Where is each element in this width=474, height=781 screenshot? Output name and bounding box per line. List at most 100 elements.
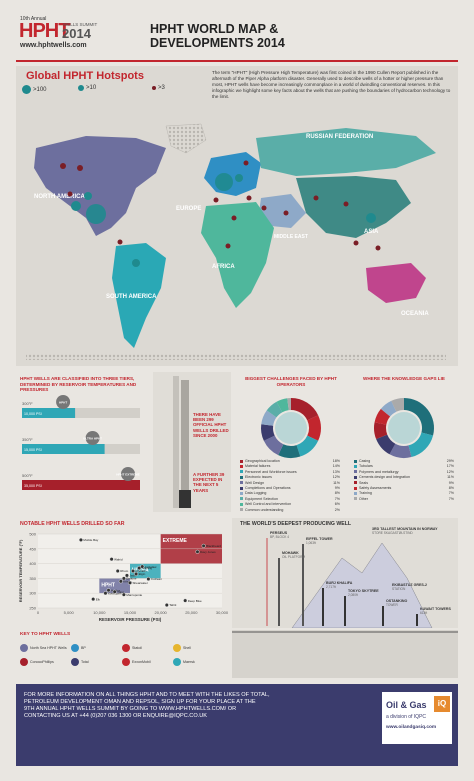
scatter-point[interactable] <box>103 591 108 596</box>
donut-center <box>275 412 307 444</box>
intro-text: The term "HPHT" (High Pressure High Temp… <box>212 70 451 99</box>
brand-url[interactable]: www.oilandgasiq.com <box>386 725 437 730</box>
scatter-point[interactable] <box>118 579 123 584</box>
legend-label: Seals <box>359 480 368 485</box>
landmark-name: PERSEUS <box>270 531 288 535</box>
hotspot-small-7[interactable] <box>225 243 231 249</box>
tier-temp: 500°F <box>22 473 33 478</box>
scatter-point[interactable] <box>146 576 151 581</box>
footer-line2: PETROLEUM DEVELOPMENT OMAN AND REPSOL, S… <box>24 699 256 705</box>
region-europe[interactable] <box>204 152 261 196</box>
region-oceania[interactable] <box>366 263 426 303</box>
hotspot-norway[interactable] <box>235 174 243 182</box>
footer-line4[interactable]: CONTACTING US AT +44 (0)207 036 1300 OR … <box>24 713 208 719</box>
scatter-point[interactable] <box>127 580 132 585</box>
scatter-point[interactable] <box>115 569 120 574</box>
region-north-america[interactable] <box>34 136 166 236</box>
hotspot-gulf-of-mexico[interactable] <box>86 204 106 224</box>
hotspot-small-12[interactable] <box>353 240 359 246</box>
y-tick: 450 <box>29 546 36 551</box>
hotspot-brazil[interactable] <box>132 259 140 267</box>
landmark-sub: 1,063ft <box>306 541 316 545</box>
landmark-name: BURJ KHALIFA <box>326 581 353 585</box>
legend-item-3: >3 <box>152 85 165 92</box>
region-middle-east[interactable] <box>259 194 306 228</box>
eiffel-tower-icon <box>302 544 304 626</box>
label-north-america: NORTH AMERICA <box>34 194 85 200</box>
brand-name: Oil & Gas <box>386 700 427 710</box>
hotspot-small-13[interactable] <box>375 245 381 251</box>
scatter-point[interactable] <box>124 573 129 578</box>
label-europe: EUROPE <box>176 206 201 212</box>
hotspot-north-sea[interactable] <box>215 173 233 191</box>
legend-row: Well Control and intervention 6% <box>240 502 340 507</box>
legend-label: Other <box>359 496 368 501</box>
legend-swatch <box>240 459 243 463</box>
key-item: Shell <box>173 642 223 654</box>
scatter-point[interactable] <box>106 588 111 593</box>
scatter-point[interactable] <box>183 598 188 603</box>
scatter-point[interactable] <box>91 597 96 602</box>
hotspot-small-4[interactable] <box>117 239 123 245</box>
region-africa[interactable] <box>201 202 274 308</box>
key-item: Statoil <box>122 642 172 654</box>
landmark-sub: 613ft <box>420 611 427 615</box>
hotspot-na-2[interactable] <box>71 201 81 211</box>
key-item: Maersk <box>173 656 223 668</box>
footer-line1: FOR MORE INFORMATION ON ALL THINGS HPHT … <box>24 692 270 698</box>
hotspot-small-3[interactable] <box>67 191 73 197</box>
key-logo-icon <box>20 658 28 667</box>
hotspot-small-14[interactable] <box>243 160 249 166</box>
legend-row: Tubulars 17% <box>354 464 454 469</box>
scatter-point[interactable] <box>195 549 200 554</box>
hotspot-small-6[interactable] <box>231 215 237 221</box>
donut-slice <box>376 434 396 455</box>
hotspot-asia-1[interactable] <box>366 213 376 223</box>
region-asia[interactable] <box>296 176 411 238</box>
legend-label: Personnel and Workforce issues <box>245 469 297 474</box>
scatter-point[interactable] <box>164 603 169 608</box>
legend-row: Equipment Selection 7% <box>240 497 340 502</box>
scatter-point[interactable] <box>112 589 117 594</box>
scatter-point[interactable] <box>131 569 136 574</box>
legend-label: Safety Assessments <box>359 485 392 490</box>
brand-box[interactable]: Oil & Gas iQ a division of IQPC www.oila… <box>382 692 452 744</box>
hotspot-small-10[interactable] <box>313 195 319 201</box>
scatter-point[interactable] <box>109 557 114 562</box>
scatter-point[interactable] <box>121 592 126 597</box>
legend-row: Casing 29% <box>354 459 454 464</box>
scatter-point[interactable] <box>134 571 139 576</box>
classification-title: HPHT WELLS ARE CLASSIFIED INTO THREE TIE… <box>20 376 137 392</box>
hotspot-small-9[interactable] <box>283 210 289 216</box>
legend-label: Well Design <box>245 480 265 485</box>
footer-line3[interactable]: 9TH ANNUAL HPHT WELLS SUMMIT BY GOING TO… <box>24 706 237 712</box>
hotspot-small-8[interactable] <box>261 205 267 211</box>
region-russia[interactable] <box>256 128 436 176</box>
point-label: Marcoponte <box>126 593 142 597</box>
legend-pct: 7% <box>448 491 454 496</box>
legend-row: Well Design 11% <box>240 481 340 486</box>
legend-label: Geographical location <box>245 459 280 463</box>
tier-label: ULTRA HPHT <box>83 437 102 441</box>
hotspot-small-5[interactable] <box>246 195 252 201</box>
hotspot-na-3[interactable] <box>84 192 92 200</box>
scatter-point[interactable] <box>140 564 145 569</box>
scatter-point[interactable] <box>121 576 126 581</box>
oil-platform-icon <box>278 558 280 626</box>
hotspot-small-15[interactable] <box>213 197 219 203</box>
x-tick: 25,000 <box>185 610 198 615</box>
hotspot-small-11[interactable] <box>343 201 349 207</box>
region-south-america[interactable] <box>112 243 166 348</box>
scatter-point[interactable] <box>78 537 83 542</box>
donut-slice <box>263 435 284 456</box>
header-divider <box>16 60 458 62</box>
hotspot-small-2[interactable] <box>77 165 83 171</box>
scatter-point[interactable] <box>201 543 206 548</box>
landmark-sub: 2,080ft <box>348 593 358 597</box>
legend-label: Electronic issues <box>245 475 272 480</box>
logo-url[interactable]: www.hphtwells.com <box>20 42 87 49</box>
challenges-title: BIGGEST CHALLENGES FACED BY HPHT OPERATO… <box>245 376 337 387</box>
brand-division: a division of IQPC <box>386 714 427 720</box>
legend-pct: 7% <box>448 496 454 501</box>
hotspot-small-1[interactable] <box>60 163 66 169</box>
